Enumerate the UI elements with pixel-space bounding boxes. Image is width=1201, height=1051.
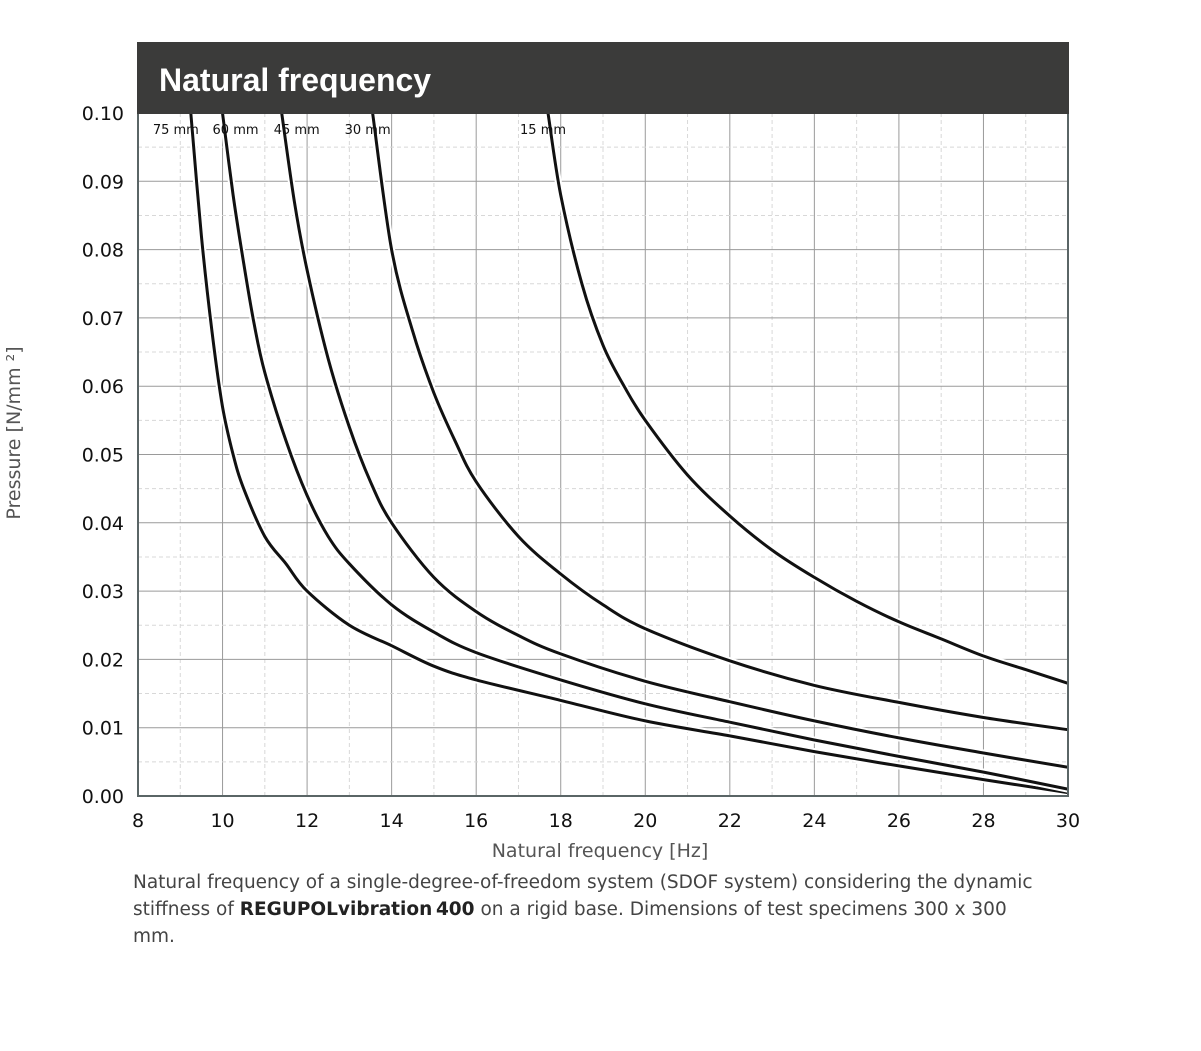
x-tick-label: 14 bbox=[380, 810, 404, 832]
natural-frequency-chart: 75 mm 60 mm 45 mm 30 mm 15 mm Natural freque… bbox=[3, 42, 1080, 860]
series-line-halo bbox=[187, 113, 1068, 796]
x-tick-label: 16 bbox=[464, 810, 488, 832]
x-tick-label: 20 bbox=[633, 810, 657, 832]
y-tick-label: 0.06 bbox=[82, 376, 124, 398]
x-tick-labels: 8 10 12 14 16 18 20 22 24 26 28 30 bbox=[132, 810, 1080, 832]
x-tick-label: 28 bbox=[971, 810, 995, 832]
series-label: 30 mm bbox=[345, 123, 391, 138]
y-tick-label: 0.10 bbox=[82, 103, 124, 125]
y-tick-label: 0.07 bbox=[82, 308, 124, 330]
x-tick-label: 30 bbox=[1056, 810, 1080, 832]
caption-product-name: REGUPOLvibration 400 bbox=[239, 899, 475, 920]
y-tick-label: 0.05 bbox=[82, 445, 124, 467]
x-tick-label: 10 bbox=[210, 810, 234, 832]
caption-text: Natural frequency of a single-degree-of-… bbox=[133, 872, 1033, 920]
y-tick-label: 0.09 bbox=[82, 171, 124, 193]
series-line bbox=[546, 113, 1068, 685]
y-tick-label: 0.01 bbox=[82, 718, 124, 740]
caption-text-end: on a rigid base. Dimensions of test spec… bbox=[133, 899, 1007, 947]
series-line-halo bbox=[544, 113, 1068, 687]
y-tick-label: 0.02 bbox=[82, 649, 124, 671]
title-banner bbox=[137, 42, 1069, 114]
series-labels: 75 mm 60 mm 45 mm 30 mm 15 mm bbox=[153, 123, 566, 138]
chart-title: Natural frequency bbox=[159, 62, 431, 98]
x-tick-label: 8 bbox=[132, 810, 144, 832]
x-tick-label: 22 bbox=[718, 810, 742, 832]
x-tick-label: 24 bbox=[802, 810, 826, 832]
x-tick-label: 18 bbox=[549, 810, 573, 832]
series-line bbox=[221, 113, 1068, 791]
grid bbox=[138, 113, 1068, 796]
series-line bbox=[189, 113, 1068, 795]
y-tick-label: 0.08 bbox=[82, 240, 124, 262]
series-line-halo bbox=[278, 113, 1068, 771]
series-label: 75 mm bbox=[153, 123, 199, 138]
series-label: 15 mm bbox=[520, 123, 566, 138]
series-label: 60 mm bbox=[213, 123, 259, 138]
curves bbox=[187, 113, 1068, 796]
series-line bbox=[371, 113, 1068, 732]
y-tick-label: 0.03 bbox=[82, 581, 124, 603]
y-axis-label: Pressure [N/mm ²] bbox=[3, 346, 25, 519]
y-tick-labels: 0.00 0.01 0.02 0.03 0.04 0.05 0.06 0.07 0.08 0.09… bbox=[82, 103, 124, 808]
x-tick-label: 12 bbox=[295, 810, 319, 832]
series-label: 45 mm bbox=[274, 123, 320, 138]
x-axis-label: Natural frequency [Hz] bbox=[492, 840, 709, 860]
figure-caption: Natural frequency of a single-degree-of-… bbox=[133, 869, 1053, 950]
series-line bbox=[280, 113, 1068, 769]
series-line-halo bbox=[369, 113, 1068, 734]
y-tick-label: 0.04 bbox=[82, 513, 124, 535]
y-tick-label: 0.00 bbox=[82, 786, 124, 808]
x-tick-label: 26 bbox=[887, 810, 911, 832]
